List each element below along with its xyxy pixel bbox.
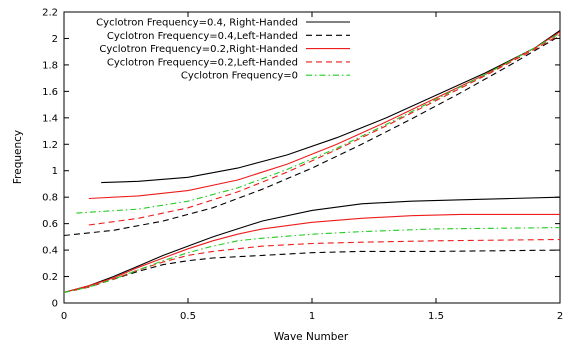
x-tick-label: 0.5 bbox=[180, 311, 196, 322]
legend: Cyclotron Frequency=0.4, Right-Handed Cyc… bbox=[96, 18, 350, 82]
y-tick-label: 0.2 bbox=[42, 272, 58, 283]
y-tick-label: 1.6 bbox=[42, 87, 58, 98]
legend-label: Cyclotron Frequency=0.2,Left-Handed bbox=[107, 57, 298, 68]
series-4-branch-1-line bbox=[63, 227, 561, 293]
x-axis-label: Wave Number bbox=[274, 331, 349, 343]
y-tick-label: 1.2 bbox=[42, 140, 58, 151]
y-tick-label: 1.8 bbox=[42, 60, 58, 71]
series-1-branch-1-line bbox=[63, 249, 561, 293]
y-tick-label: 1.4 bbox=[42, 113, 58, 124]
x-tick-label: 1 bbox=[309, 311, 315, 322]
series-0-branch-0-line bbox=[101, 30, 561, 184]
y-tick-label: 2 bbox=[52, 34, 58, 45]
y-tick-label: 1 bbox=[52, 166, 58, 177]
plot-frame bbox=[63, 11, 561, 304]
legend-label: Cyclotron Frequency=0.2,Right-Handed bbox=[99, 44, 298, 55]
y-tick-label: 0.8 bbox=[42, 193, 58, 204]
y-tick-label: 2.2 bbox=[42, 8, 58, 19]
x-tick-label: 2 bbox=[557, 311, 563, 322]
x-tick-label: 1.5 bbox=[428, 311, 444, 322]
y-tick-label: 0 bbox=[52, 299, 58, 310]
legend-label: Cyclotron Frequency=0 bbox=[181, 71, 298, 82]
series-4-branch-0-line bbox=[76, 32, 561, 214]
legend-label: Cyclotron Frequency=0.4, Right-Handed bbox=[96, 18, 298, 29]
legend-label: Cyclotron Frequency=0.4,Left-Handed bbox=[107, 31, 298, 42]
y-tick-label: 0.6 bbox=[42, 219, 58, 230]
y-tick-label: 0.4 bbox=[42, 246, 58, 257]
series-1-branch-0-line bbox=[63, 35, 561, 237]
series-3-branch-0-line bbox=[88, 34, 561, 226]
x-tick-label: 0 bbox=[61, 311, 67, 322]
series-3-branch-1-line bbox=[63, 238, 561, 293]
y-axis-label: Frequency bbox=[12, 130, 24, 184]
series-0-branch-1-line bbox=[63, 196, 561, 293]
series-2-branch-1-line bbox=[63, 213, 560, 293]
